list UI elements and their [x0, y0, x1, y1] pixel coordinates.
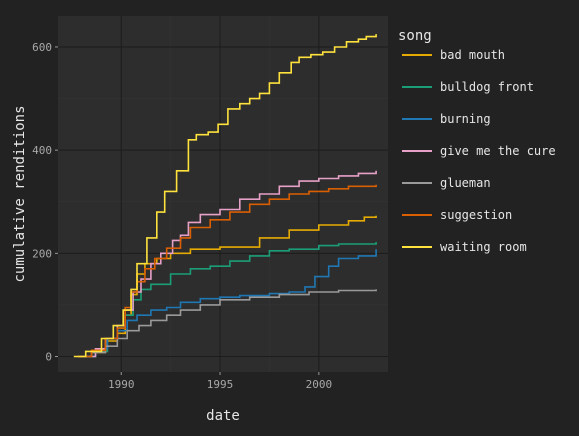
y-axis-label: cumulative renditions [12, 105, 28, 282]
legend-label-give-me-the-cure: give me the cure [440, 144, 556, 158]
x-tick-label: 1995 [207, 378, 234, 391]
y-tick-label: 400 [32, 144, 52, 157]
legend-label-waiting-room: waiting room [440, 240, 527, 254]
y-tick-label: 0 [45, 351, 52, 364]
legend-title: song [398, 28, 432, 44]
plot-panel [58, 16, 388, 372]
legend-label-suggestion: suggestion [440, 208, 512, 222]
series-line-glueman [79, 289, 377, 358]
series-line-waiting-room [73, 34, 377, 358]
series-line-suggestion [77, 184, 377, 358]
legend-label-glueman: glueman [440, 176, 491, 190]
series-line-burning [85, 249, 377, 358]
y-tick-label: 600 [32, 41, 52, 54]
x-axis-label: date [206, 408, 240, 424]
legend-label-bad-mouth: bad mouth [440, 48, 505, 62]
x-tick-label: 2000 [306, 378, 333, 391]
y-tick-label: 200 [32, 247, 52, 260]
legend-label-bulldog-front: bulldog front [440, 80, 534, 94]
legend-label-burning: burning [440, 112, 491, 126]
y-axis-ticks: 0 200 400 600 [32, 41, 58, 364]
series-lines [73, 34, 377, 358]
x-tick-label: 1990 [108, 378, 135, 391]
legend: bad mouth bulldog front burning give me the… [402, 48, 556, 254]
x-axis-ticks: 1990 1995 2000 [108, 372, 332, 391]
